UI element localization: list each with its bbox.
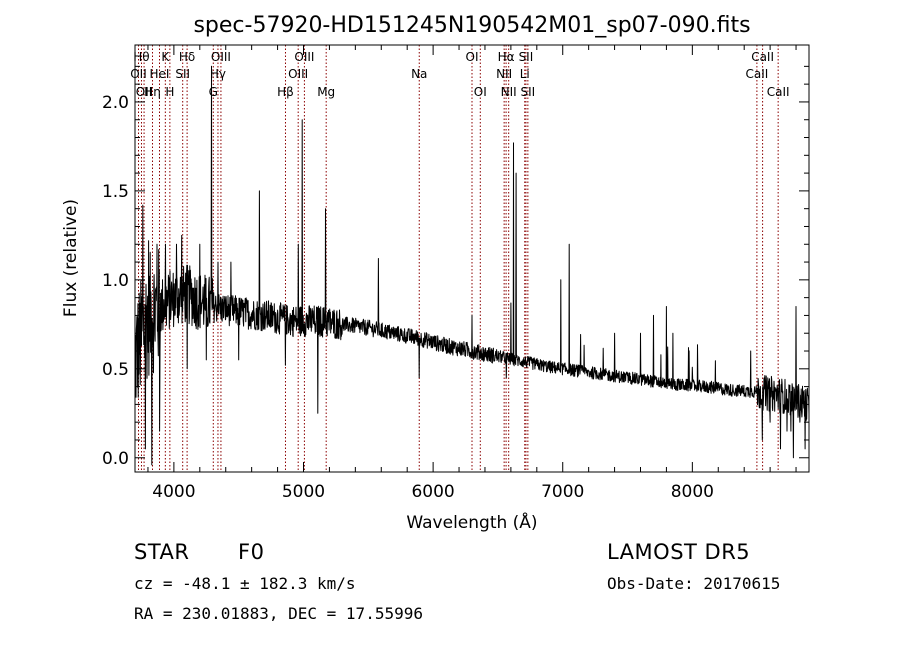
x-tick-label: 7000	[541, 482, 584, 502]
line-marker-label: OIII	[294, 50, 314, 64]
line-marker-label: SII	[519, 50, 534, 64]
line-marker-label: OI	[466, 50, 479, 64]
y-tick-label: 1.5	[102, 182, 129, 202]
line-marker-label: H	[165, 85, 174, 99]
line-marker-label: NII	[501, 85, 517, 99]
line-marker-label: Hα	[498, 50, 515, 64]
x-axis: 4000 5000 6000 7000 8000	[147, 45, 797, 502]
y-axis: 0.0 0.5 1.0 1.5 2.0	[102, 65, 809, 469]
redshift-info: cz = -48.1 ± 182.3 km/s	[134, 574, 356, 593]
line-marker-label: SII	[521, 85, 536, 99]
y-tick-label: 0.0	[102, 449, 129, 469]
line-marker-label: Hθ	[133, 50, 149, 64]
x-tick-label: 4000	[152, 482, 195, 502]
line-marker-label: OI	[474, 85, 487, 99]
line-marker-label: CaII	[745, 67, 768, 81]
line-marker-label: Hβ	[277, 85, 294, 99]
object-class: STAR	[134, 540, 190, 564]
line-marker-label: CaII	[767, 85, 790, 99]
line-marker-label: OIII	[288, 67, 308, 81]
coordinates: RA = 230.01883, DEC = 17.55996	[134, 604, 423, 623]
line-marker-label: Hη	[144, 85, 161, 99]
y-tick-label: 1.0	[102, 271, 129, 291]
line-marker-label: OII	[136, 85, 153, 99]
line-marker-label: OII	[130, 67, 147, 81]
line-marker-label: CaII	[751, 50, 774, 64]
survey-name: LAMOST DR5	[607, 540, 751, 564]
line-marker-label: K	[161, 50, 170, 64]
line-marker-label: G	[209, 85, 218, 99]
x-tick-label: 6000	[411, 482, 454, 502]
chart-title: spec-57920-HD151245N190542M01_sp07-090.f…	[193, 13, 750, 38]
line-marker-label: Hγ	[210, 67, 226, 81]
y-tick-label: 2.0	[102, 93, 129, 113]
x-tick-label: 8000	[671, 482, 714, 502]
line-marker-label: HeI	[150, 67, 170, 81]
line-marker-label: NII	[496, 67, 512, 81]
line-marker-label: Hδ	[179, 50, 195, 64]
plot-frame	[134, 44, 810, 473]
y-tick-label: 0.5	[102, 360, 129, 380]
line-marker-label: OIII	[211, 50, 231, 64]
y-axis-label: Flux (relative)	[61, 199, 81, 317]
line-marker-label: Li	[520, 67, 530, 81]
spectral-line-markers	[137, 45, 779, 472]
x-tick-label: 5000	[282, 482, 325, 502]
observation-date: Obs-Date: 20170615	[607, 574, 781, 593]
line-marker-label: SII	[175, 67, 190, 81]
x-axis-label: Wavelength (Å)	[406, 511, 537, 533]
line-marker-label: Mg	[317, 85, 335, 99]
spectrum-line	[134, 65, 810, 466]
subclass: F0	[238, 540, 265, 564]
line-marker-label: Na	[411, 67, 427, 81]
spectral-line-labels: OIIHθOIIHηHeIKHSIIHδGHγOIIIHβOIIIOIIIMgN…	[130, 50, 789, 99]
